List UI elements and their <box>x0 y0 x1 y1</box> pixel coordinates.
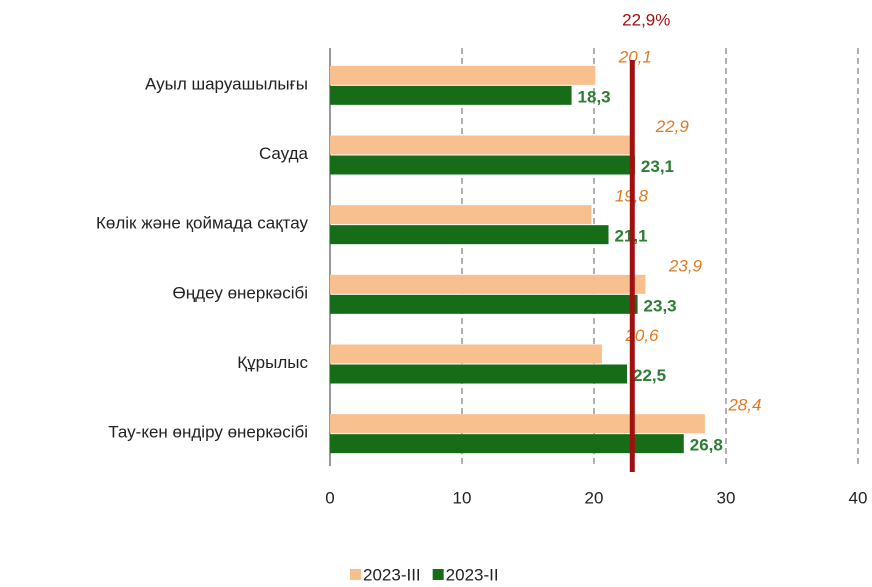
category-label: Өңдеу өнеркәсібі <box>173 283 308 302</box>
value-label: 18,3 <box>578 87 611 106</box>
reference-label: 22,9% <box>622 10 670 29</box>
bar <box>330 155 635 175</box>
value-label: 20,6 <box>624 326 659 345</box>
legend-label: 2023-II <box>446 565 499 584</box>
x-tick-label: 10 <box>453 488 472 507</box>
bar <box>330 274 646 294</box>
bar <box>330 294 638 314</box>
legend-swatch <box>350 569 361 580</box>
category-label: Сауда <box>259 144 309 163</box>
category-label: Құрылыс <box>237 353 308 372</box>
category-label: Көлік және қоймада сақтау <box>96 214 308 233</box>
bar <box>330 344 602 364</box>
value-label: 28,4 <box>727 396 761 415</box>
value-label: 20,1 <box>618 47 652 66</box>
x-tick-label: 30 <box>717 488 736 507</box>
bar <box>330 135 633 155</box>
value-label: 23,9 <box>668 256 703 275</box>
category-label: Тау-кен өндіру өнеркәсібі <box>108 423 308 442</box>
value-label: 23,3 <box>644 296 677 315</box>
bar <box>330 205 592 225</box>
bar <box>330 414 705 434</box>
bar <box>330 65 596 85</box>
value-label: 23,1 <box>641 157 674 176</box>
category-label: Ауыл шаруашылығы <box>145 74 308 93</box>
legend-label: 2023-III <box>363 565 421 584</box>
value-label: 22,5 <box>633 366 666 385</box>
legend-swatch <box>432 569 444 580</box>
x-tick-label: 40 <box>849 488 868 507</box>
x-tick-label: 20 <box>585 488 604 507</box>
bar <box>330 364 627 384</box>
value-label: 26,8 <box>690 436 723 455</box>
x-tick-label: 0 <box>325 488 334 507</box>
bar <box>330 225 609 245</box>
value-label: 22,9 <box>655 117 690 136</box>
bar <box>330 434 684 454</box>
bar <box>330 85 572 105</box>
